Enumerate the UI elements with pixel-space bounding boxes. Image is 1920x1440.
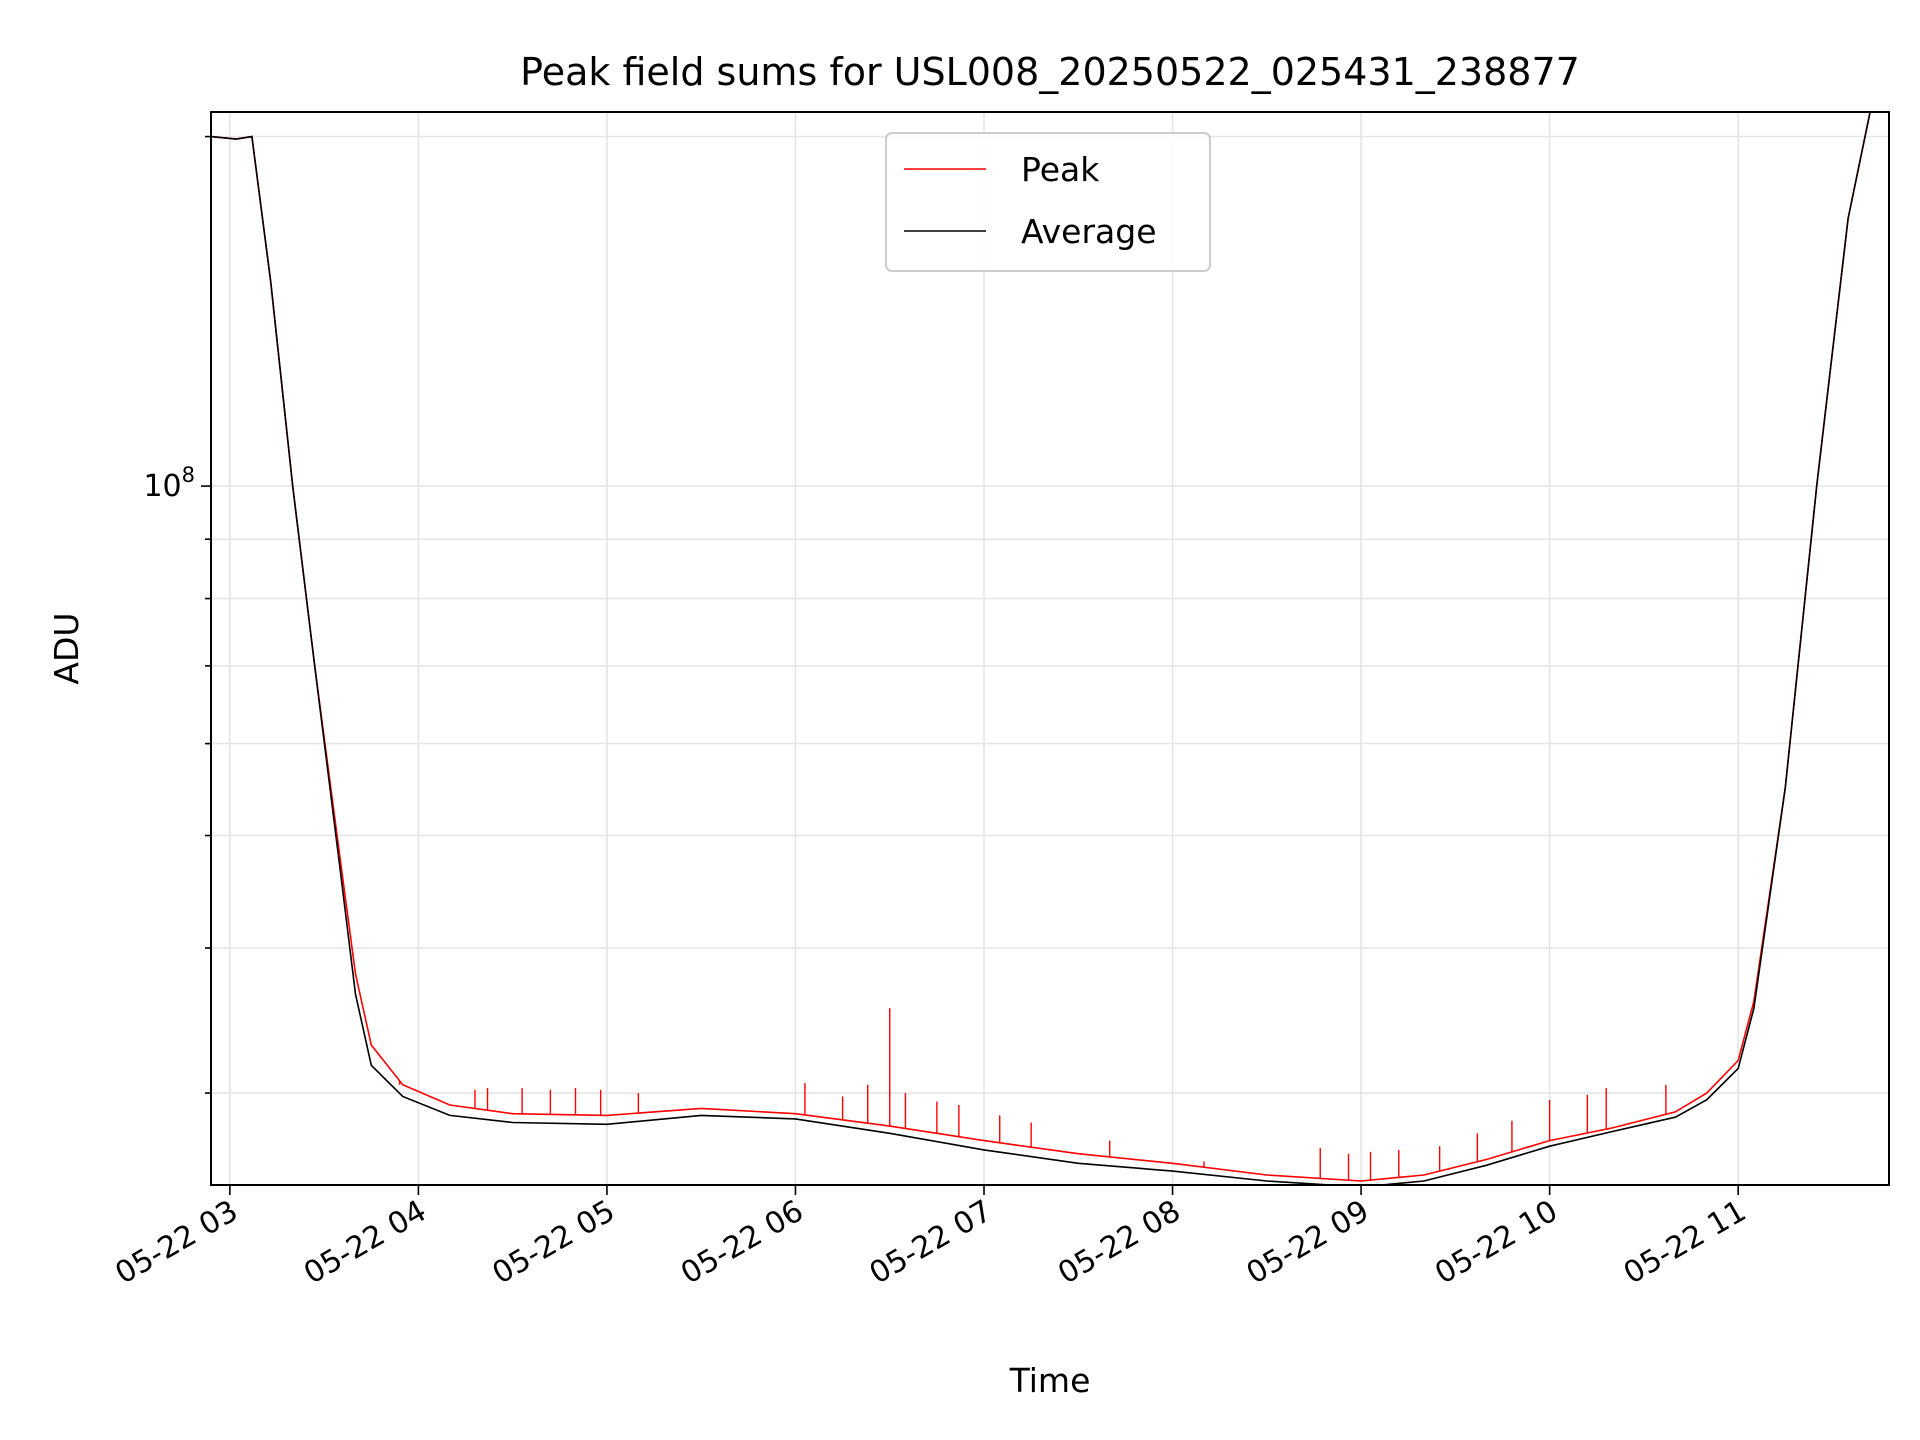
legend-label: Average <box>1021 212 1157 251</box>
legend-label: Peak <box>1021 150 1100 189</box>
y-axis-label: ADU <box>47 612 86 684</box>
y-tick-label: 108 <box>143 463 195 504</box>
x-axis-label: Time <box>1009 1361 1091 1400</box>
axes-frame <box>210 111 1890 1186</box>
plot-area <box>211 112 1889 1185</box>
legend: Peak Average <box>885 132 1211 272</box>
chart-title: Peak field sums for USL008_20250522_0254… <box>520 50 1580 94</box>
average-series-line <box>211 112 1889 1185</box>
legend-box <box>885 132 1211 272</box>
grid <box>211 112 1889 1185</box>
